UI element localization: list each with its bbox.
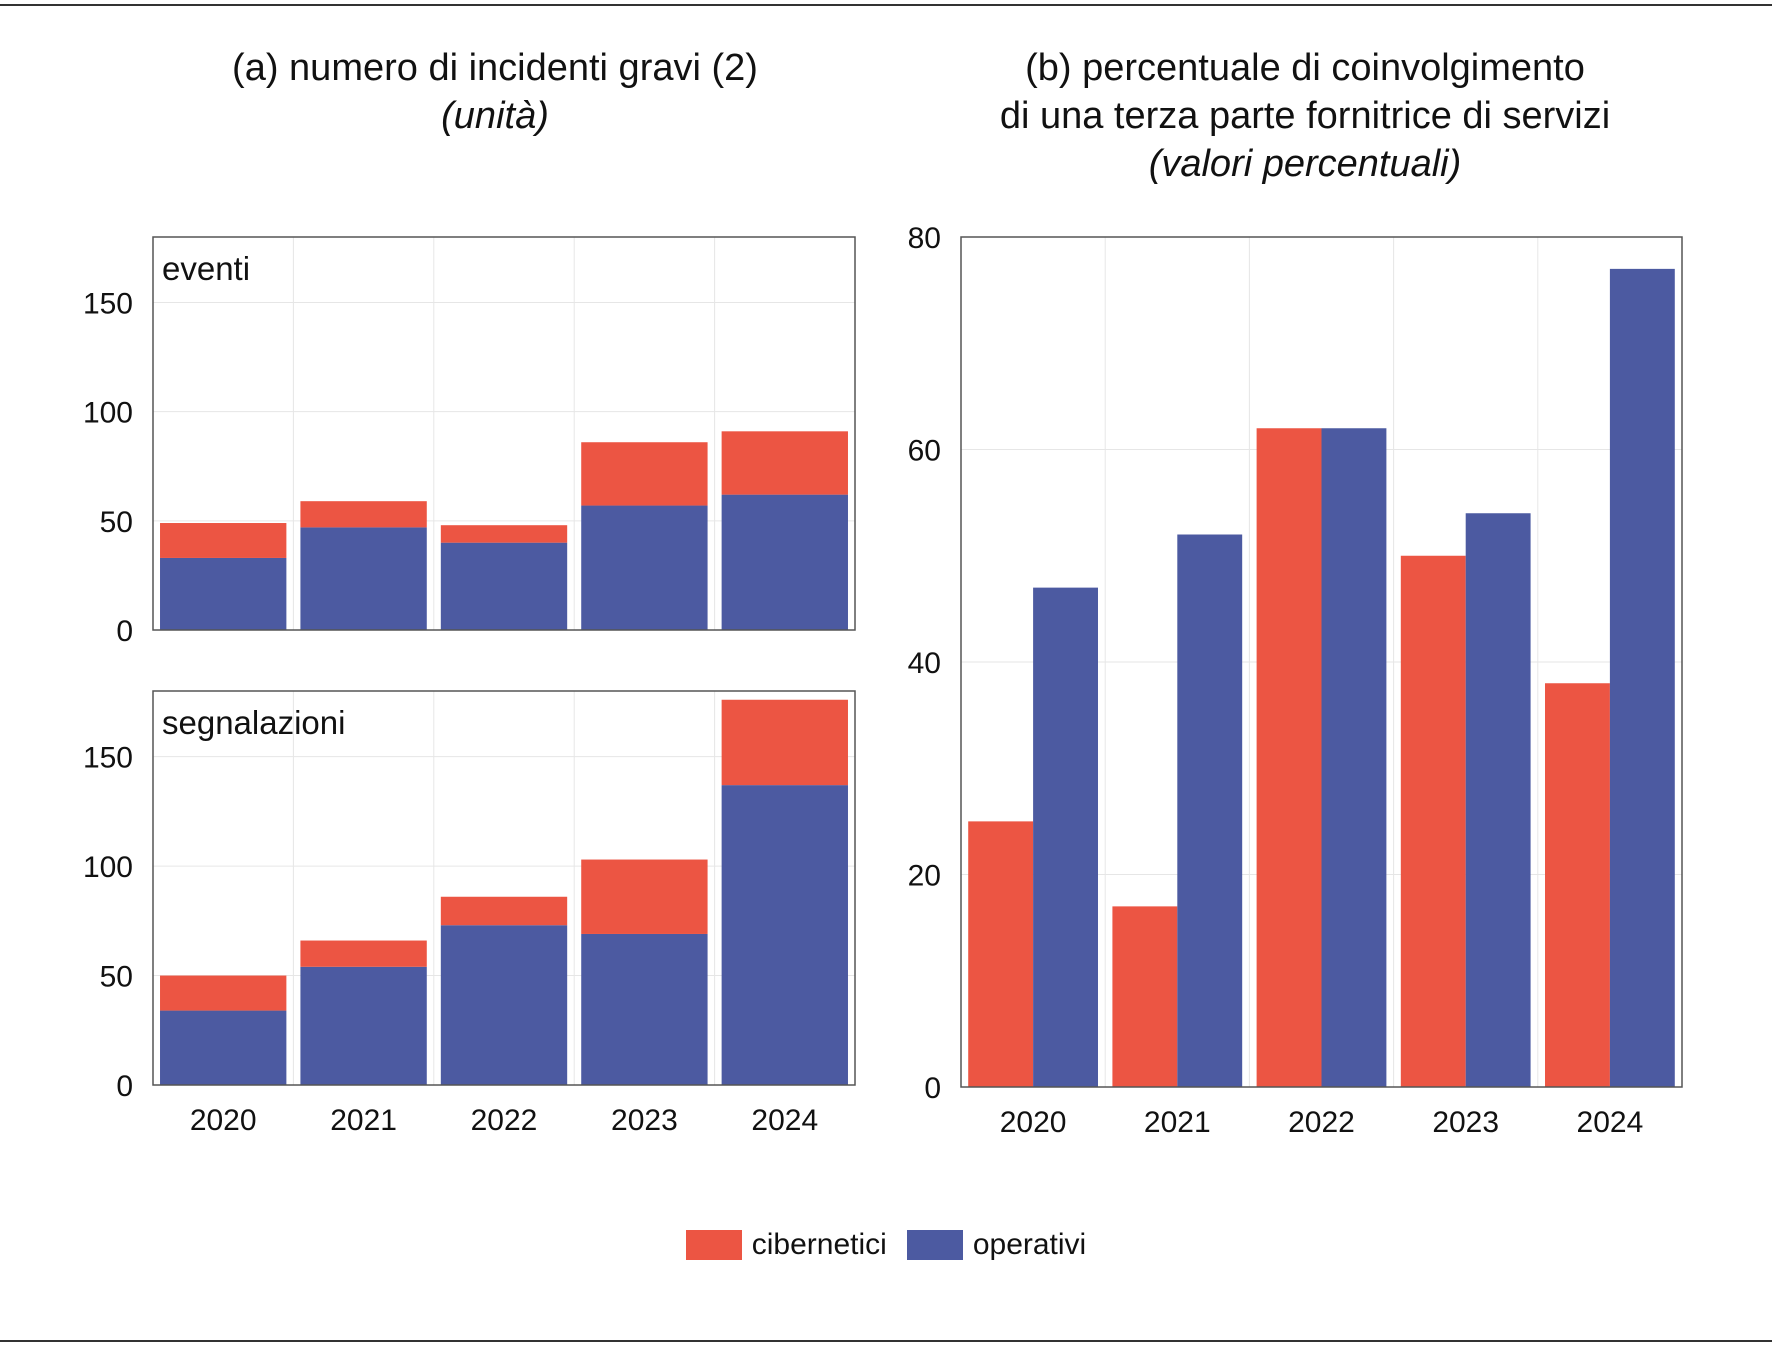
bar-cibernetici [581, 442, 708, 506]
bar-cibernetici [300, 940, 427, 967]
bar-operativi [1177, 534, 1243, 1087]
y-tick-label: 100 [83, 397, 133, 430]
top-rule [0, 4, 1772, 6]
bar-operativi [1609, 268, 1675, 1087]
bar-operativi [160, 1010, 287, 1085]
bar-operativi [300, 966, 427, 1085]
bar-operativi [721, 785, 848, 1085]
x-tick-label: 2023 [1432, 1106, 1499, 1139]
bar-operativi [721, 494, 848, 630]
bar-cibernetici [440, 896, 568, 926]
y-tick-label: 40 [908, 647, 941, 680]
x-tick-label: 2022 [1288, 1106, 1355, 1139]
bar-cibernetici [160, 523, 287, 558]
plot-frame [960, 236, 1683, 1088]
legend-swatch-cibernetici [685, 1230, 742, 1260]
bar-operativi [1465, 513, 1531, 1087]
bar-cibernetici [160, 975, 287, 1011]
y-tick-label: 150 [83, 742, 133, 775]
bar-operativi [440, 925, 568, 1085]
x-tick-label: 2021 [330, 1104, 397, 1137]
legend: cibernetici operativi [0, 1228, 1772, 1262]
y-tick-label: 50 [100, 961, 133, 994]
y-tick-label: 100 [83, 851, 133, 884]
bar-operativi [160, 557, 287, 630]
legend-label-operativi: operativi [972, 1228, 1087, 1261]
panel-a-title-text: (a) numero di incidenti gravi (2) [232, 47, 758, 89]
panel-a-subtitle: (unità) [441, 95, 549, 137]
bar-operativi [1033, 587, 1098, 1087]
panel-b-title: (b) percentuale di coinvolgimento di una… [940, 44, 1670, 188]
bar-cibernetici [1545, 683, 1610, 1087]
y-tick-label: 0 [924, 1072, 941, 1105]
y-tick-label: 150 [83, 288, 133, 321]
legend-item-cibernetici: cibernetici [685, 1228, 887, 1262]
plot-frame [152, 236, 856, 631]
panel-label-segnalazioni: segnalazioni [162, 704, 345, 741]
plot-frame [152, 690, 856, 1086]
bar-cibernetici [1256, 428, 1322, 1087]
y-tick-label: 80 [908, 222, 941, 255]
legend-label-cibernetici: cibernetici [751, 1228, 887, 1261]
x-tick-label: 2020 [1000, 1106, 1067, 1139]
bar-cibernetici [1112, 906, 1178, 1087]
panel-b-subtitle: (valori percentuali) [1148, 143, 1462, 185]
y-tick-label: 0 [116, 615, 133, 648]
bar-cibernetici [1400, 555, 1466, 1087]
legend-item-operativi: operativi [906, 1228, 1087, 1262]
y-tick-label: 50 [100, 506, 133, 539]
x-tick-label: 2020 [190, 1104, 257, 1137]
bottom-rule [0, 1340, 1772, 1342]
bar-cibernetici [440, 525, 568, 543]
panel-a-title: (a) numero di incidenti gravi (2) (unità… [140, 44, 850, 140]
y-tick-label: 0 [116, 1070, 133, 1103]
x-tick-label: 2021 [1144, 1106, 1211, 1139]
bar-cibernetici [300, 501, 427, 528]
bar-cibernetici [721, 431, 848, 495]
bar-cibernetici [721, 699, 848, 786]
x-tick-label: 2023 [611, 1104, 678, 1137]
x-tick-label: 2024 [751, 1104, 818, 1137]
bar-operativi [1321, 428, 1387, 1087]
x-tick-label: 2024 [1577, 1106, 1644, 1139]
legend-swatch-operativi [906, 1230, 963, 1260]
panel-label-eventi: eventi [162, 250, 250, 287]
x-tick-label: 2022 [471, 1104, 538, 1137]
bar-operativi [581, 933, 708, 1085]
bar-operativi [581, 505, 708, 630]
panel-b-title-line1: (b) percentuale di coinvolgimento [1025, 47, 1585, 89]
y-tick-label: 60 [908, 435, 941, 468]
panel-b-title-line2: di una terza parte fornitrice di servizi [999, 95, 1611, 137]
bar-operativi [440, 542, 568, 630]
bar-cibernetici [581, 859, 708, 934]
bar-cibernetici [968, 821, 1034, 1087]
y-tick-label: 20 [908, 860, 941, 893]
bar-operativi [300, 527, 427, 630]
